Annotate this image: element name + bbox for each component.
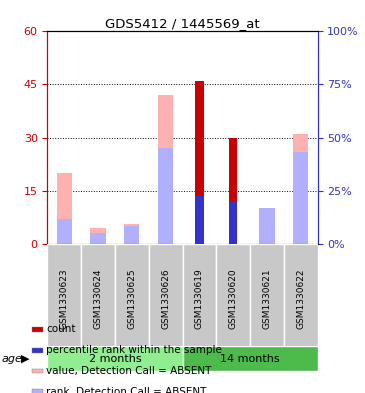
Bar bbox=[158, 95, 173, 244]
Text: GSM1330626: GSM1330626 bbox=[161, 268, 170, 329]
Bar bbox=[229, 138, 237, 244]
Bar bbox=[124, 224, 139, 244]
Bar bbox=[32, 369, 43, 373]
Text: rank, Detection Call = ABSENT: rank, Detection Call = ABSENT bbox=[46, 387, 207, 393]
Text: count: count bbox=[46, 325, 76, 334]
Bar bbox=[47, 244, 81, 354]
Text: GSM1330623: GSM1330623 bbox=[60, 268, 69, 329]
Text: 2 months: 2 months bbox=[89, 354, 141, 364]
Bar bbox=[293, 152, 308, 244]
Bar bbox=[32, 389, 43, 393]
Text: ▶: ▶ bbox=[21, 354, 30, 364]
Bar bbox=[158, 148, 173, 244]
Bar bbox=[182, 244, 216, 354]
Bar bbox=[32, 327, 43, 332]
Title: GDS5412 / 1445569_at: GDS5412 / 1445569_at bbox=[105, 17, 260, 30]
Bar bbox=[91, 233, 106, 244]
Text: value, Detection Call = ABSENT: value, Detection Call = ABSENT bbox=[46, 366, 212, 376]
Bar bbox=[195, 196, 204, 244]
Bar bbox=[57, 173, 72, 244]
Bar bbox=[115, 244, 149, 354]
Bar bbox=[182, 346, 318, 371]
Bar bbox=[124, 226, 139, 244]
Bar bbox=[149, 244, 182, 354]
Text: age: age bbox=[2, 354, 23, 364]
Bar bbox=[229, 201, 237, 244]
Text: GSM1330620: GSM1330620 bbox=[228, 268, 238, 329]
Text: percentile rank within the sample: percentile rank within the sample bbox=[46, 345, 222, 355]
Text: GSM1330625: GSM1330625 bbox=[127, 268, 137, 329]
Text: GSM1330619: GSM1330619 bbox=[195, 268, 204, 329]
Bar bbox=[32, 348, 43, 353]
Text: GSM1330624: GSM1330624 bbox=[93, 268, 103, 329]
Text: GSM1330621: GSM1330621 bbox=[262, 268, 272, 329]
Bar bbox=[81, 244, 115, 354]
Bar bbox=[259, 208, 274, 244]
Bar bbox=[293, 134, 308, 244]
Text: 14 months: 14 months bbox=[220, 354, 280, 364]
Bar bbox=[57, 219, 72, 244]
Text: GSM1330622: GSM1330622 bbox=[296, 268, 305, 329]
Bar bbox=[250, 244, 284, 354]
Bar bbox=[195, 81, 204, 244]
Bar bbox=[259, 210, 274, 244]
Bar bbox=[47, 346, 182, 371]
Bar bbox=[284, 244, 318, 354]
Bar bbox=[216, 244, 250, 354]
Bar bbox=[91, 228, 106, 244]
